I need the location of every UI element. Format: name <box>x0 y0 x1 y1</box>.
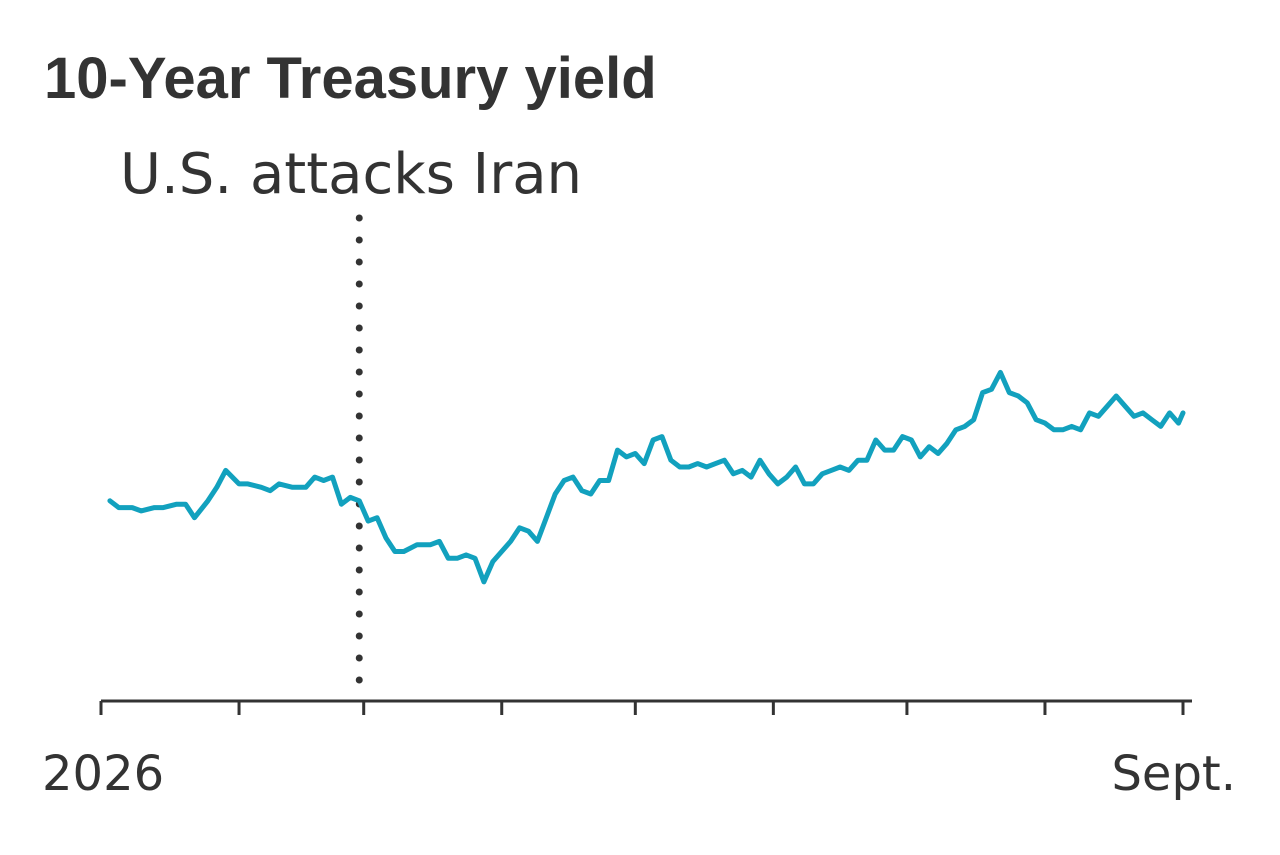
chart-title: 10-Year Treasury yield <box>44 46 657 111</box>
annotation-label: U.S. attacks Iran <box>120 142 582 207</box>
x-tick-label-0: 2026 <box>42 746 164 802</box>
series-line-0 <box>107 369 1186 585</box>
x-axis: 2026 Sept. <box>42 699 1236 802</box>
x-tick-label-1: Sept. <box>1111 746 1236 802</box>
series-layer <box>107 369 1186 585</box>
